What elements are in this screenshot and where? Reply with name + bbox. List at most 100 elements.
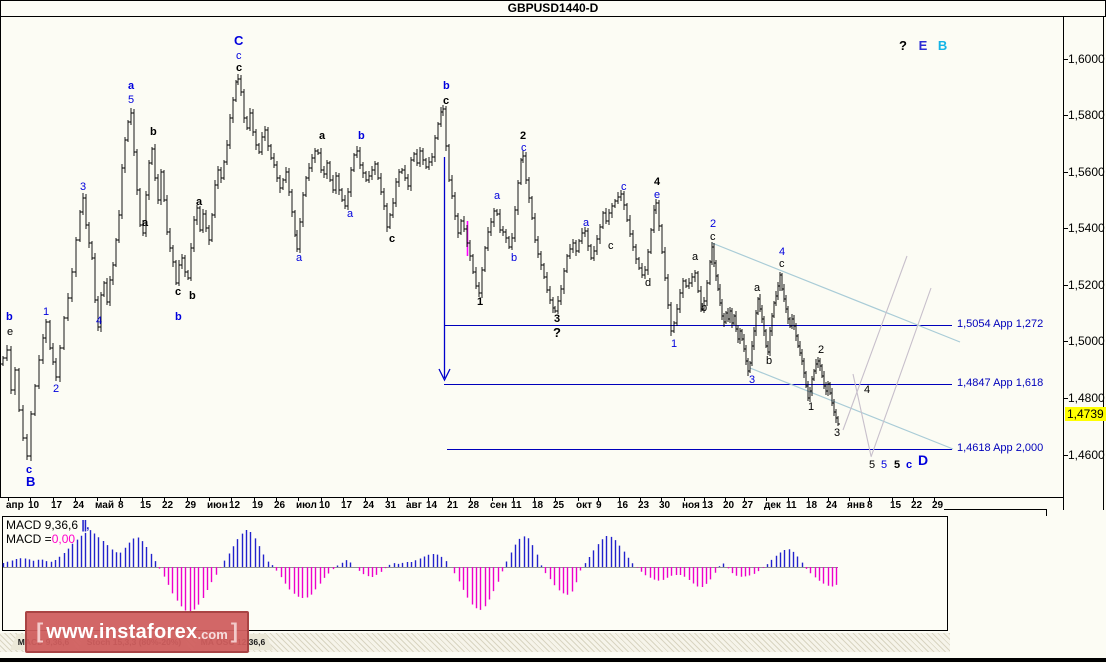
- wave-label: e: [654, 189, 660, 201]
- fib-level-label-2000: 1,4618 App 2,000: [957, 442, 1044, 454]
- wave-label: 4: [96, 315, 102, 327]
- macd-bars-icon: ||,: [81, 518, 89, 532]
- wave-label: c: [236, 50, 242, 62]
- down-arrow-head: [438, 368, 451, 382]
- wave-label: 2: [710, 218, 716, 230]
- date-axis-label: 22: [162, 500, 174, 511]
- date-axis-label: 10: [28, 500, 40, 511]
- cyan-trendline: [711, 242, 961, 343]
- date-axis-label: 19: [252, 500, 264, 511]
- date-axis-label: 24: [363, 500, 375, 511]
- page-title: GBPUSD1440-D: [507, 1, 599, 15]
- date-axis-label: 15: [140, 500, 152, 511]
- date-axis-label: 29: [185, 500, 197, 511]
- wave-label: b: [766, 355, 772, 367]
- date-axis-label: 18: [532, 500, 544, 511]
- date-axis-label: 28: [468, 500, 480, 511]
- price-axis-label: 1,6000: [1068, 52, 1105, 66]
- date-axis-label: 8: [118, 500, 124, 511]
- date-axis-label: 15: [890, 500, 902, 511]
- wave-label: a: [196, 196, 203, 208]
- wave-label: d: [645, 277, 651, 289]
- wave-label: 1: [808, 401, 814, 413]
- wave-label: 2: [53, 383, 59, 395]
- date-axis-label: июн: [207, 500, 228, 511]
- wave-label: c: [26, 464, 32, 476]
- date-axis-label: 14: [426, 500, 438, 511]
- macd-value-label: MACD =: [6, 532, 52, 546]
- wave-label: 3: [80, 181, 86, 193]
- instaforex-watermark: [ www.instaforex .com ]: [25, 611, 249, 653]
- watermark-close-bracket: ]: [230, 620, 238, 643]
- wave-label: b: [6, 311, 13, 323]
- wave-label: D: [918, 452, 928, 468]
- macd-histogram-positive: [2, 529, 804, 567]
- price-axis-label: 1,5600: [1068, 165, 1105, 179]
- date-axis-label: 13: [702, 500, 714, 511]
- fib-level-label-1618: 1,4847 App 1,618: [957, 377, 1044, 389]
- date-axis-label: авг: [406, 500, 422, 511]
- price-axis-label: 1,5000: [1068, 334, 1105, 348]
- wave-label: c: [236, 62, 242, 74]
- macd-value: 0,00: [51, 532, 76, 546]
- wave-label: b: [189, 290, 196, 302]
- wave-label: 5: [128, 94, 134, 106]
- wave-label: C: [234, 33, 244, 48]
- date-axis-label: 17: [341, 500, 353, 511]
- gray-projection-line: [870, 287, 932, 458]
- question-mark-label: ?: [899, 38, 908, 53]
- wave-label: c: [443, 95, 449, 107]
- wave-label: b: [175, 311, 182, 323]
- macd-params-label: MACD 9,36,6: [6, 518, 79, 532]
- wave-label: 2: [520, 130, 526, 142]
- date-axis-label: 8: [867, 500, 873, 511]
- macd-histogram-negative: [158, 567, 838, 612]
- date-axis-label: окт: [576, 500, 593, 511]
- date-axis-label: 10: [319, 500, 331, 511]
- wave-label: a: [347, 208, 354, 220]
- date-axis-label: июл: [296, 500, 317, 511]
- wave-label: b: [443, 80, 450, 92]
- date-axis-label: 22: [911, 500, 923, 511]
- date-axis-label: 18: [806, 500, 818, 511]
- wave-e-label: E: [918, 38, 929, 53]
- date-axis-label: 26: [274, 500, 286, 511]
- date-axis-label: 23: [638, 500, 650, 511]
- wave-b-label: B: [937, 38, 949, 53]
- wave-label: 4: [864, 384, 870, 396]
- wave-label: c: [175, 286, 181, 298]
- wave-label: ?: [553, 325, 561, 340]
- cyan-trendline: [749, 367, 954, 450]
- date-axis-label: 20: [723, 500, 735, 511]
- date-axis-label: 11: [786, 500, 797, 511]
- wave-label: 2: [818, 344, 824, 356]
- date-axis-label: 17: [51, 500, 63, 511]
- wave-label: 4: [654, 176, 661, 188]
- wave-label: a: [296, 252, 303, 264]
- date-axis-label: 30: [659, 500, 671, 511]
- date-axis-label: сен: [490, 500, 508, 511]
- wave-label: c: [710, 231, 716, 243]
- wave-label: a: [494, 190, 501, 202]
- macd-indicator-header: MACD 9,36,6 ||, MACD =0,00: [6, 518, 89, 546]
- wave-label: 3: [554, 313, 560, 325]
- date-axis-label: 24: [73, 500, 85, 511]
- wave-scenario-label: ? E B: [899, 38, 948, 53]
- watermark-text: www.instaforex: [46, 620, 198, 643]
- wave-label: 3: [749, 374, 755, 386]
- wave-label: 5: [894, 459, 900, 471]
- wave-label: c: [521, 142, 527, 154]
- date-axis-label: 12: [229, 500, 241, 511]
- wave-label: 3: [834, 427, 840, 439]
- date-axis-label: 29: [932, 500, 944, 511]
- price-axis-label: 1,4800: [1068, 391, 1105, 405]
- wave-label: e: [7, 326, 13, 338]
- current-price-tag: 1,4739: [1065, 407, 1106, 421]
- price-axis-label: 1,4600: [1068, 448, 1105, 462]
- wave-label: a: [128, 80, 135, 92]
- wave-label: a: [583, 217, 590, 229]
- date-axis-label: 21: [447, 500, 459, 511]
- wave-label: 1: [43, 306, 49, 318]
- chart-title-bar: GBPUSD1440-D: [0, 0, 1106, 17]
